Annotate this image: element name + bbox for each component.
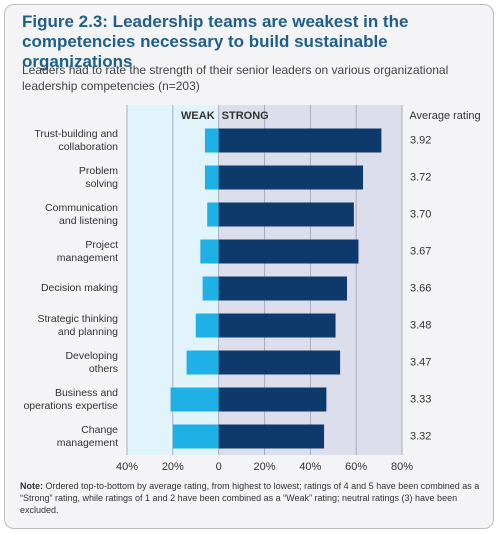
category-label: Business and operations expertise	[23, 386, 118, 412]
chart-subtitle: Leaders had to rate the strength of thei…	[22, 63, 449, 93]
rating-label: 3.67	[410, 245, 431, 257]
bar	[218, 424, 325, 449]
bar	[204, 165, 219, 190]
bar	[172, 424, 219, 449]
x-tick-label: 20%	[162, 461, 184, 473]
bar	[170, 387, 219, 412]
bar	[218, 350, 341, 375]
category-label: Change management	[56, 423, 118, 449]
bar	[218, 128, 382, 153]
legend-strong: STRONG	[222, 110, 269, 122]
x-tick-label: 0	[216, 461, 222, 473]
category-label: Trust-building and collaboration	[34, 127, 118, 153]
rating-label: 3.92	[410, 134, 431, 146]
category-label: Decision making	[40, 282, 118, 294]
bar	[218, 165, 364, 190]
bar	[218, 239, 359, 264]
rating-label: 3.72	[410, 171, 431, 183]
x-tick-label: 40%	[116, 461, 138, 473]
x-tick-label: 80%	[391, 461, 413, 473]
rating-label: 3.66	[410, 282, 431, 294]
category-label: Problem solving	[78, 164, 118, 190]
legend-weak: WEAK	[181, 110, 215, 122]
rating-label: 3.47	[410, 356, 431, 368]
note-text: Ordered top-to-bottom by average rating,…	[20, 481, 480, 515]
bar	[200, 239, 219, 264]
rating-label: 3.32	[410, 430, 431, 442]
rating-label: 3.48	[410, 319, 431, 331]
category-label: Strategic thinking and planning	[37, 312, 118, 338]
bar	[218, 202, 354, 227]
bar	[218, 313, 336, 338]
x-tick-label: 20%	[253, 461, 275, 473]
chart-title: Figure 2.3: Leadership teams are weakest…	[22, 12, 409, 71]
category-label: Developing others	[65, 349, 118, 375]
x-tick-label: 60%	[345, 461, 367, 473]
rating-label: 3.33	[410, 393, 431, 405]
bar	[207, 202, 219, 227]
note: Note: Ordered top-to-bottom by average r…	[20, 480, 480, 516]
bar	[218, 276, 347, 301]
x-tick-label: 40%	[299, 461, 321, 473]
bar	[202, 276, 219, 301]
category-label: Project management	[56, 238, 118, 264]
bar	[186, 350, 219, 375]
bar	[195, 313, 219, 338]
rating-header: Average rating	[409, 110, 480, 122]
note-label: Note:	[20, 481, 43, 491]
bar	[204, 128, 219, 153]
category-label: Communication and listening	[45, 201, 118, 227]
rating-label: 3.70	[410, 208, 431, 220]
bar	[218, 387, 327, 412]
